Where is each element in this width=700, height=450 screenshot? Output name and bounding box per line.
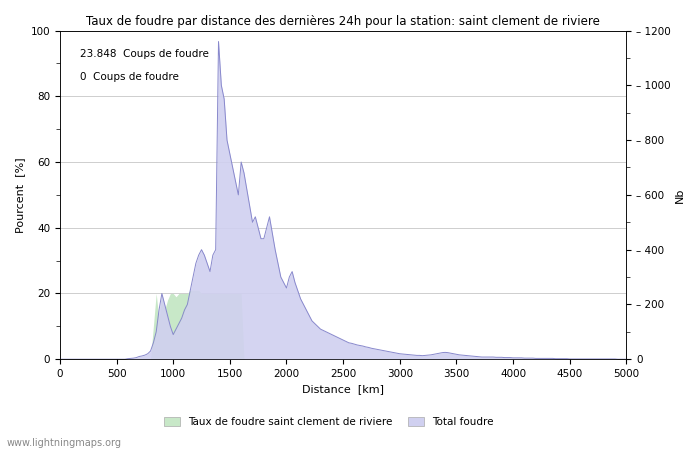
Title: Taux de foudre par distance des dernières 24h pour la station: saint clement de : Taux de foudre par distance des dernière… — [86, 15, 600, 28]
Legend: Taux de foudre saint clement de riviere, Total foudre: Taux de foudre saint clement de riviere,… — [160, 413, 498, 431]
Text: 23.848  Coups de foudre: 23.848 Coups de foudre — [80, 49, 209, 58]
Text: 0  Coups de foudre: 0 Coups de foudre — [80, 72, 178, 81]
X-axis label: Distance  [km]: Distance [km] — [302, 384, 384, 395]
Text: www.lightningmaps.org: www.lightningmaps.org — [7, 438, 122, 448]
Y-axis label: Nb: Nb — [675, 187, 685, 202]
Y-axis label: Pourcent  [%]: Pourcent [%] — [15, 157, 25, 233]
